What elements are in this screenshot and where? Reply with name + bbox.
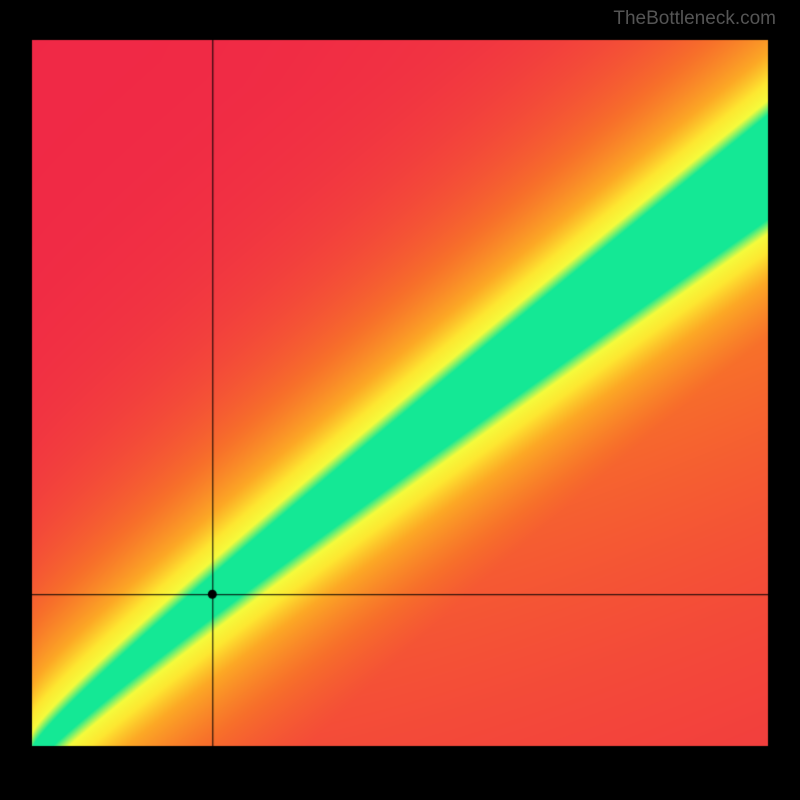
chart-container: TheBottleneck.com xyxy=(0,0,800,800)
watermark-text: TheBottleneck.com xyxy=(613,8,776,30)
heatmap-canvas xyxy=(0,0,800,800)
